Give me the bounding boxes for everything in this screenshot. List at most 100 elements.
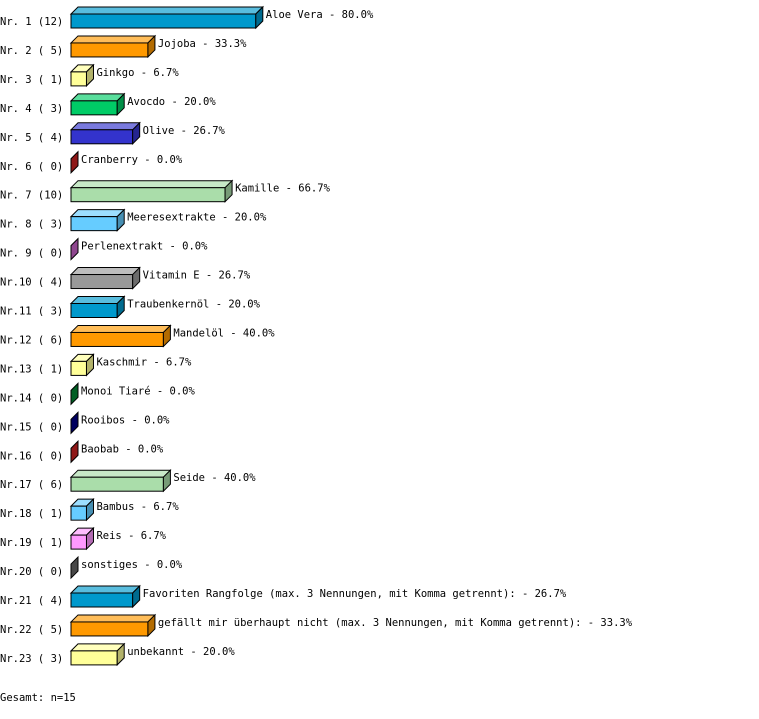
bar-top (69, 6, 265, 15)
bar-side (70, 411, 79, 435)
bar-top (69, 267, 141, 276)
bar (70, 100, 118, 116)
bar (70, 592, 134, 608)
bar-top (69, 614, 157, 623)
category-label: Nr. 2 ( 5) (0, 45, 63, 57)
category-label: Nr.18 ( 1) (0, 508, 63, 520)
data-label: Reis - 6.7% (96, 530, 166, 542)
category-label: Nr.15 ( 0) (0, 421, 63, 433)
bar (70, 621, 149, 637)
bar-side (85, 353, 94, 377)
bar (70, 129, 134, 145)
data-label: Cranberry - 0.0% (81, 154, 183, 166)
bar (70, 71, 87, 87)
bar-side (116, 92, 125, 117)
bar-top (69, 585, 141, 594)
bar (70, 476, 164, 492)
data-label: Kaschmir - 6.7% (96, 356, 192, 368)
bar (70, 303, 118, 318)
data-label: Jojoba - 33.3% (158, 38, 247, 50)
category-label: Nr.22 ( 5) (0, 624, 63, 636)
bar-side (255, 5, 264, 30)
data-label: Mandelöl - 40.0% (173, 327, 275, 339)
data-label: Monoi Tiaré - 0.0% (81, 385, 195, 397)
category-label: Nr. 8 ( 3) (0, 219, 63, 231)
category-label: Nr. 9 ( 0) (0, 248, 63, 260)
data-label: Perlenextrakt - 0.0% (81, 241, 208, 253)
data-label: Seide - 40.0% (173, 472, 256, 484)
category-label: Nr.21 ( 4) (0, 595, 63, 607)
data-label: unbekannt - 20.0% (127, 646, 235, 658)
bar-side (162, 324, 171, 348)
total-footer: Gesamt: n=15 (0, 692, 76, 704)
bar-side (162, 468, 171, 493)
category-label: Nr.10 ( 4) (0, 277, 63, 289)
bar (70, 42, 149, 58)
category-label: Nr.13 ( 1) (0, 363, 63, 375)
data-label: Meeresextrakte - 20.0% (127, 212, 267, 224)
category-label: Nr. 6 ( 0) (0, 161, 63, 173)
category-label: Nr.12 ( 6) (0, 334, 63, 346)
bar-side (132, 266, 141, 290)
category-label: Nr.19 ( 1) (0, 537, 63, 549)
bar-top (69, 35, 157, 44)
category-label: Nr.11 ( 3) (0, 306, 63, 318)
bar-top (69, 643, 126, 652)
data-label: Rooibos - 0.0% (81, 414, 170, 426)
bar-side (70, 237, 79, 261)
category-label: Nr.17 ( 6) (0, 479, 63, 491)
bar (70, 360, 87, 376)
data-label: Aloe Vera - 80.0% (266, 9, 374, 21)
data-label: Ginkgo - 6.7% (96, 67, 179, 79)
data-label: gefällt mir überhaupt nicht (max. 3 Nenn… (158, 617, 633, 629)
bar-side (224, 179, 233, 203)
category-label: Nr. 7 (10) (0, 190, 63, 202)
bar-top (69, 180, 234, 189)
bar-top (69, 93, 126, 102)
bar (70, 216, 118, 232)
bar-side (132, 121, 141, 146)
bar (70, 13, 257, 29)
bar (70, 187, 226, 203)
category-label: Nr.14 ( 0) (0, 392, 63, 404)
bar-side (70, 382, 79, 406)
bar (70, 650, 118, 666)
data-label: Baobab - 0.0% (81, 443, 164, 455)
bar-side (147, 34, 156, 59)
data-label: sonstiges - 0.0% (81, 559, 183, 571)
bar (70, 505, 87, 521)
bar-side (70, 150, 79, 174)
bar-side (85, 63, 94, 88)
bar (70, 331, 164, 347)
bar-side (85, 526, 94, 551)
data-label: Traubenkernöl - 20.0% (127, 299, 260, 311)
data-label: Bambus - 6.7% (96, 501, 179, 513)
bar-side (70, 440, 79, 464)
data-label: Favoriten Rangfolge (max. 3 Nennungen, m… (143, 588, 567, 600)
category-label: Nr.16 ( 0) (0, 450, 63, 462)
bar-top (69, 469, 172, 478)
category-label: Nr. 3 ( 1) (0, 74, 63, 86)
category-label: Nr. 1 (12) (0, 16, 63, 28)
bar-side (116, 295, 125, 319)
category-label: Nr.23 ( 3) (0, 653, 63, 665)
bar-top (69, 324, 172, 333)
data-label: Kamille - 66.7% (235, 183, 331, 195)
bar-side (132, 584, 141, 609)
bar (70, 274, 134, 290)
bar-top (69, 122, 141, 131)
category-label: Nr. 4 ( 3) (0, 103, 63, 115)
category-label: Nr.20 ( 0) (0, 566, 63, 578)
data-label: Olive - 26.7% (143, 125, 226, 137)
bar-side (85, 497, 94, 522)
category-label: Nr. 5 ( 4) (0, 132, 63, 144)
bar-side (116, 208, 125, 232)
data-label: Avocdo - 20.0% (127, 96, 216, 108)
bar-top (69, 209, 126, 218)
bar-top (69, 296, 126, 304)
data-label: Vitamin E - 26.7% (143, 270, 251, 282)
bar-side (147, 613, 156, 638)
bar (70, 534, 87, 550)
bar-side (116, 642, 125, 667)
